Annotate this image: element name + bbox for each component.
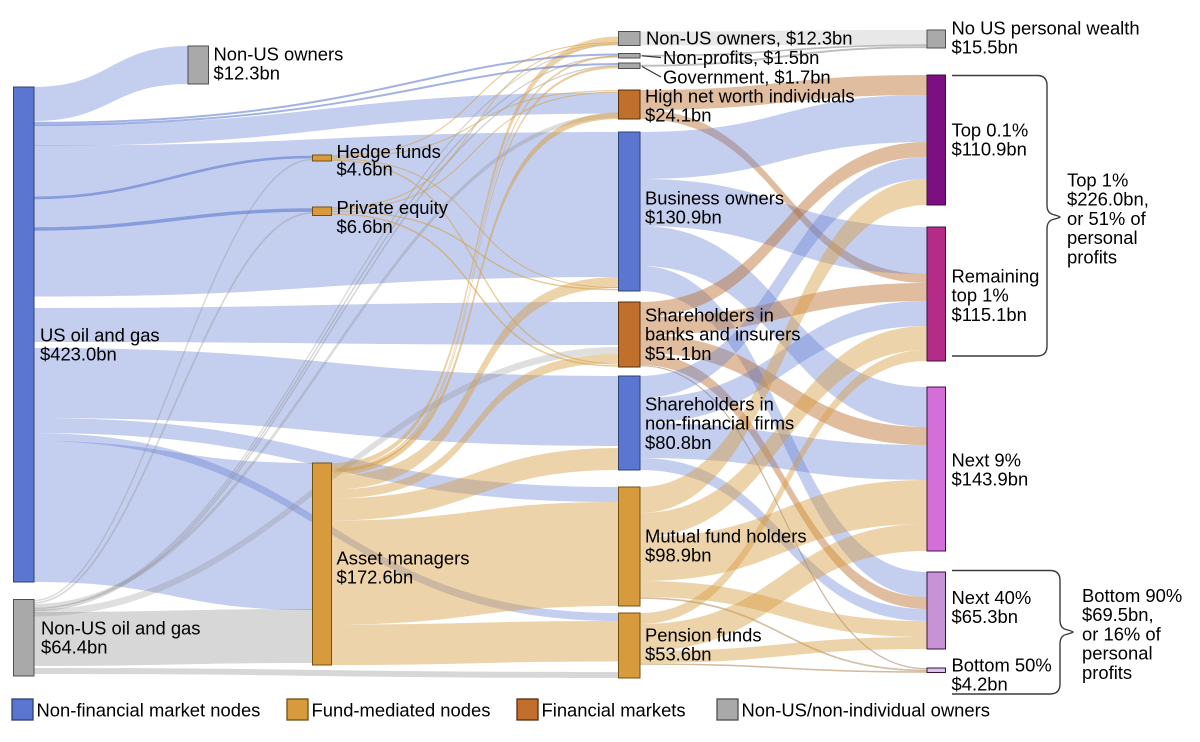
svg-text:$110.9bn: $110.9bn <box>952 139 1027 160</box>
svg-text:Asset managers: Asset managers <box>337 548 470 569</box>
svg-text:$4.2bn: $4.2bn <box>952 674 1008 695</box>
svg-text:Non-US oil and gas: Non-US oil and gas <box>41 618 200 639</box>
svg-text:or 16% of: or 16% of <box>1082 623 1162 644</box>
svg-text:$65.3bn: $65.3bn <box>952 606 1018 627</box>
svg-text:Business owners: Business owners <box>645 188 784 209</box>
svg-text:Non-financial market nodes: Non-financial market nodes <box>37 700 261 721</box>
svg-text:Bottom 50%: Bottom 50% <box>952 655 1052 676</box>
svg-text:Next 40%: Next 40% <box>952 587 1032 608</box>
svg-text:Bottom 90%: Bottom 90% <box>1082 585 1182 606</box>
svg-text:$69.5bn,: $69.5bn, <box>1082 604 1154 625</box>
svg-text:Shareholders in: Shareholders in <box>645 305 774 326</box>
svg-text:$6.6bn: $6.6bn <box>337 216 393 237</box>
svg-text:$53.6bn: $53.6bn <box>645 644 711 665</box>
svg-text:Next 9%: Next 9% <box>952 450 1022 471</box>
svg-text:personal: personal <box>1067 227 1138 248</box>
svg-text:Pension funds: Pension funds <box>645 625 762 646</box>
svg-text:Remaining: Remaining <box>952 266 1040 287</box>
svg-text:Top 1%: Top 1% <box>1067 170 1128 191</box>
svg-text:banks and insurers: banks and insurers <box>645 324 800 345</box>
svg-text:Mutual fund holders: Mutual fund holders <box>645 526 807 547</box>
svg-text:or 51% of: or 51% of <box>1067 208 1147 229</box>
svg-text:Fund-mediated nodes: Fund-mediated nodes <box>312 700 491 721</box>
svg-text:Financial markets: Financial markets <box>542 700 686 721</box>
svg-text:US oil and gas: US oil and gas <box>40 325 160 346</box>
svg-text:Hedge funds: Hedge funds <box>337 141 441 162</box>
svg-text:profits: profits <box>1067 246 1117 267</box>
svg-text:top 1%: top 1% <box>952 285 1009 306</box>
svg-text:Top 0.1%: Top 0.1% <box>952 120 1029 141</box>
svg-text:$24.1bn: $24.1bn <box>645 105 711 126</box>
svg-text:$130.9bn: $130.9bn <box>645 207 722 228</box>
svg-text:$115.1bn: $115.1bn <box>952 304 1027 325</box>
svg-text:$15.5bn: $15.5bn <box>952 37 1018 58</box>
svg-text:non-financial firms: non-financial firms <box>645 413 794 434</box>
svg-text:Government, $1.7bn: Government, $1.7bn <box>663 67 831 88</box>
svg-text:$12.3bn: $12.3bn <box>214 63 280 84</box>
svg-text:$226.0bn,: $226.0bn, <box>1067 189 1149 210</box>
svg-text:$98.9bn: $98.9bn <box>645 545 711 566</box>
svg-text:Non-US owners: Non-US owners <box>214 44 344 65</box>
svg-text:profits: profits <box>1082 662 1132 683</box>
svg-text:No US personal wealth: No US personal wealth <box>952 18 1140 39</box>
svg-text:$64.4bn: $64.4bn <box>41 637 107 658</box>
svg-text:Non-profits, $1.5bn: Non-profits, $1.5bn <box>663 47 819 68</box>
svg-text:Shareholders in: Shareholders in <box>645 394 774 415</box>
svg-text:$143.9bn: $143.9bn <box>952 469 1029 490</box>
svg-text:$172.6bn: $172.6bn <box>337 567 414 588</box>
svg-text:$80.8bn: $80.8bn <box>645 432 711 453</box>
svg-text:personal: personal <box>1082 643 1153 664</box>
svg-text:High net worth individuals: High net worth individuals <box>645 86 855 107</box>
svg-text:Non-US owners, $12.3bn: Non-US owners, $12.3bn <box>646 28 853 49</box>
svg-text:$423.0bn: $423.0bn <box>40 344 117 365</box>
svg-text:Private equity: Private equity <box>337 197 449 218</box>
svg-text:$51.1bn: $51.1bn <box>645 343 711 364</box>
svg-text:$4.6bn: $4.6bn <box>337 159 393 180</box>
svg-text:Non-US/non-individual owners: Non-US/non-individual owners <box>742 700 990 721</box>
